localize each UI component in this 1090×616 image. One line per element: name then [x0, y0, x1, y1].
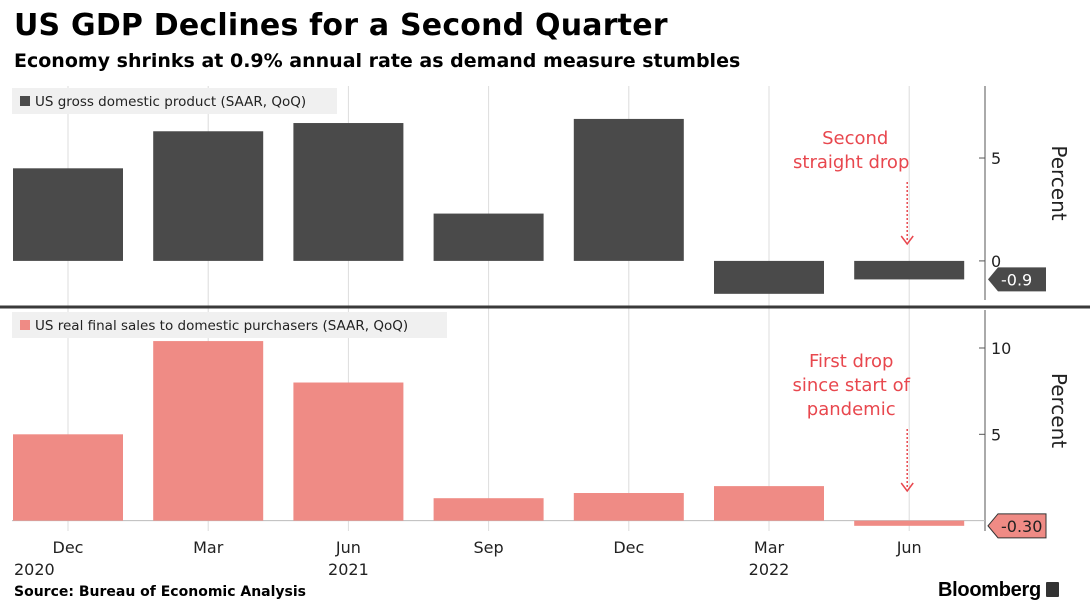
bar — [714, 486, 824, 521]
legend-box — [12, 312, 447, 338]
bar — [13, 434, 123, 521]
bar — [714, 260, 824, 294]
bar — [854, 520, 965, 526]
x-year-label: 2022 — [749, 560, 790, 579]
x-year-label: 2020 — [14, 560, 55, 579]
legend-label: US real final sales to domestic purchase… — [35, 318, 408, 334]
legend-swatch — [20, 320, 30, 330]
bar — [573, 118, 684, 261]
bar — [573, 493, 684, 521]
x-tick-label: Jun — [335, 538, 361, 557]
bloomberg-terminal-icon — [1045, 582, 1059, 597]
source-note: Source: Bureau of Economic Analysis — [14, 584, 307, 600]
last-value-tag — [988, 267, 1046, 292]
x-tick-label: Jun — [896, 538, 922, 557]
annotation-text: Second — [822, 128, 888, 149]
annotation-text: since start of — [792, 375, 910, 396]
legend-swatch — [20, 96, 30, 106]
last-value-tag — [987, 513, 1047, 539]
brand-logo: Bloomberg — [938, 579, 1059, 602]
bar — [293, 382, 404, 521]
last-value-label: -0.9 — [1001, 270, 1032, 289]
annotation-text: straight drop — [793, 152, 909, 173]
bar — [433, 498, 544, 521]
annotation-arrow-head — [900, 235, 914, 246]
chart-title: US GDP Declines for a Second Quarter — [14, 8, 668, 43]
y-tick-label: 5 — [991, 149, 1001, 168]
bar — [153, 341, 264, 521]
annotation-text: First drop — [809, 351, 893, 372]
y-axis-title: Percent — [1047, 145, 1071, 220]
annotation-arrow-head — [900, 482, 914, 493]
y-axis-title: Percent — [1047, 373, 1071, 448]
y-tick-label: 0 — [991, 252, 1001, 271]
bar — [293, 123, 404, 261]
bar — [13, 168, 123, 261]
annotation-text: pandemic — [807, 399, 896, 420]
y-tick-label: 10 — [991, 339, 1011, 358]
last-value-label: -0.30 — [1001, 517, 1042, 536]
legend-box — [12, 88, 337, 114]
x-tick-label: Dec — [613, 538, 644, 557]
bar — [854, 260, 965, 280]
x-year-label: 2021 — [328, 560, 369, 579]
bar — [153, 131, 264, 261]
x-tick-label: Dec — [53, 538, 84, 557]
brand-name: Bloomberg — [938, 579, 1041, 601]
chart-subtitle: Economy shrinks at 0.9% annual rate as d… — [14, 50, 741, 72]
bar — [433, 213, 544, 261]
x-tick-label: Sep — [474, 538, 504, 557]
x-tick-label: Mar — [754, 538, 785, 557]
legend-label: US gross domestic product (SAAR, QoQ) — [35, 94, 306, 110]
y-tick-label: 5 — [991, 425, 1001, 444]
x-tick-label: Mar — [193, 538, 224, 557]
